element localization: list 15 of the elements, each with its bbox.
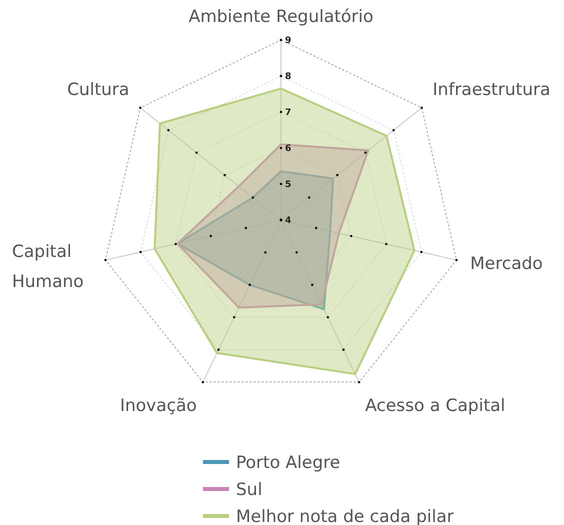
y-tick-label: 6 bbox=[285, 144, 292, 154]
spoke-label: Mercado bbox=[470, 254, 543, 274]
legend-label: Porto Alegre bbox=[236, 453, 340, 473]
spoke-label: Acesso a Capital bbox=[365, 396, 506, 416]
y-tick-label: 4 bbox=[285, 216, 292, 226]
spoke-label: Infraestrutura bbox=[432, 80, 550, 100]
spoke-label: Capital Humano bbox=[12, 242, 84, 292]
spoke-label: Ambiente Regulatório bbox=[188, 7, 374, 27]
spoke-label: Cultura bbox=[67, 80, 130, 100]
spoke-label: Inovação bbox=[120, 396, 197, 416]
y-tick-label: 5 bbox=[285, 180, 292, 190]
y-tick-label: 7 bbox=[285, 108, 292, 118]
legend-label: Sul bbox=[236, 480, 262, 500]
y-tick-label: 9 bbox=[285, 36, 292, 46]
y-tick-label: 8 bbox=[285, 72, 292, 82]
